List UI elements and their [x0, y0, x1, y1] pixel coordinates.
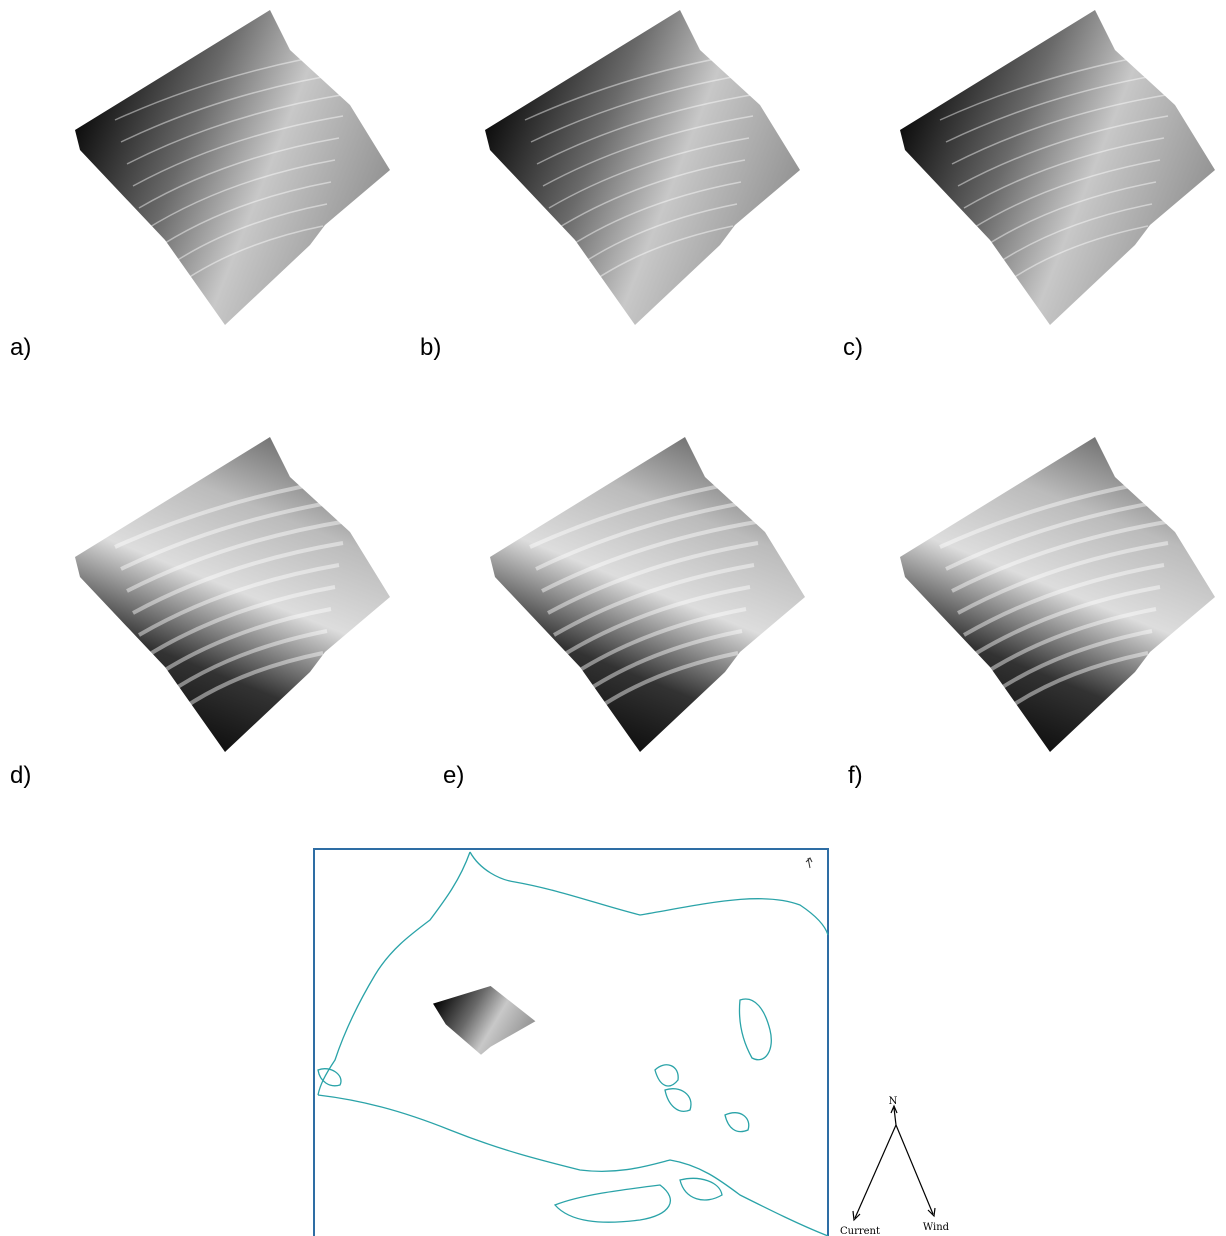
north-label: N [889, 1096, 898, 1107]
map-frame [314, 849, 828, 1236]
panel-label: a) [10, 334, 31, 361]
small-north-mark [806, 858, 812, 868]
map-inset-image [433, 986, 535, 1055]
panel-label: c) [843, 334, 863, 361]
compass [853, 1106, 935, 1220]
coastline [318, 852, 828, 1236]
wind-label: Wind [923, 1222, 950, 1233]
sar-image [490, 437, 805, 752]
sar-image [485, 10, 800, 325]
panel-label: b) [420, 334, 441, 361]
current-label: Current [840, 1226, 880, 1236]
sar-image [75, 437, 390, 752]
panel-label: f) [848, 762, 863, 789]
sar-image [900, 10, 1215, 325]
panel-label: d) [10, 762, 31, 789]
sar-image [75, 10, 390, 325]
sar-images [75, 10, 1215, 752]
panel-label: e) [443, 762, 464, 789]
figure: a) b) c) d) e) f) N Current Wind [0, 0, 1226, 1236]
sar-image [900, 437, 1215, 752]
